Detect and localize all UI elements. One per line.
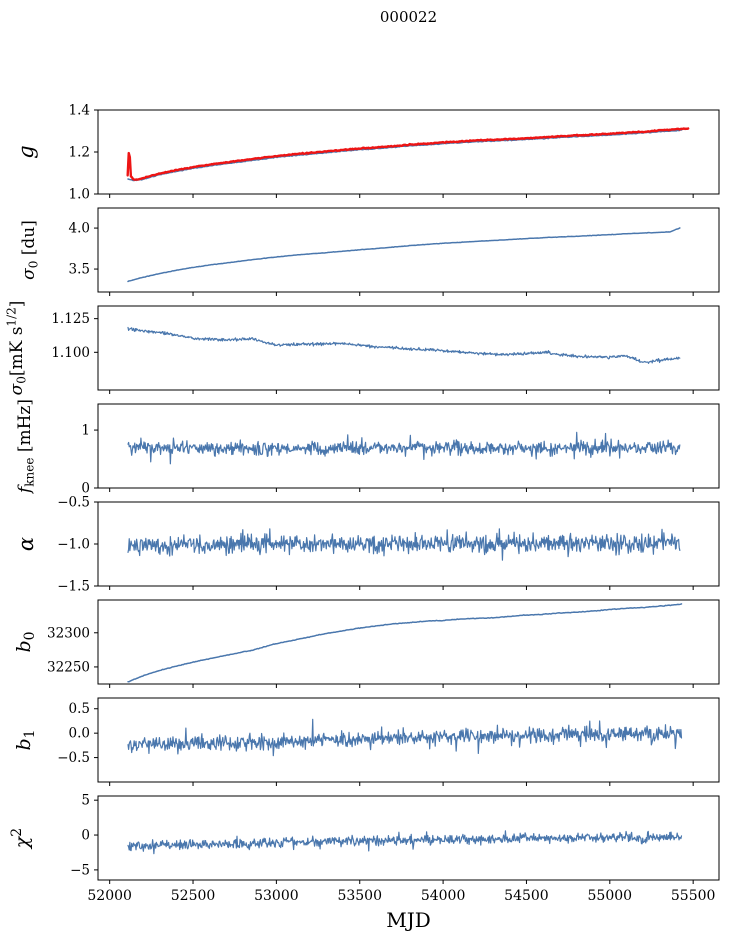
series-g-blue xyxy=(127,129,683,182)
panel-b0: 32250 32300 b0 xyxy=(13,599,720,688)
y-axis-label-fknee: fknee [mHz] xyxy=(15,399,37,495)
series-sigma0-mK-blue xyxy=(127,326,681,364)
axes-frame xyxy=(97,795,720,881)
panel-chi2: 5 0 −5 52000 52500 53000 53500 54000 54500 55000 5… xyxy=(9,793,720,904)
x-tick-label: 55500 xyxy=(671,888,716,904)
axes-frame xyxy=(97,697,720,783)
y-tick-label: −1.5 xyxy=(57,579,90,595)
y-tick-label: 0 xyxy=(81,828,90,844)
x-tick-label: 55000 xyxy=(588,888,633,904)
x-tick-label: 52500 xyxy=(171,888,216,904)
x-tick-label: 54500 xyxy=(504,888,549,904)
y-tick-label: 1 xyxy=(81,423,90,439)
y-tick-label: 3.5 xyxy=(69,262,90,278)
series-b1-blue xyxy=(127,718,683,757)
panel-sigma0-du: 3.5 4.0 σ0 [du] xyxy=(19,207,720,296)
axes-frame xyxy=(97,109,720,195)
y-axis-label-g: g xyxy=(14,145,38,158)
y-axis-label-sigma0-du: σ0 [du] xyxy=(19,220,41,280)
y-tick-label: 0 xyxy=(81,481,90,497)
figure-title: 000022 xyxy=(379,8,438,26)
y-tick-label: 32250 xyxy=(47,659,90,675)
x-tick-label: 53500 xyxy=(337,888,382,904)
y-tick-label: −0.5 xyxy=(57,750,90,766)
x-tick-label: 52000 xyxy=(87,888,132,904)
y-axis-label-sigma0-mK: σ0[mK s1/2] xyxy=(5,301,29,396)
axes-frame xyxy=(97,207,720,293)
panel-sigma0-mK: 1.100 1.125 σ0[mK s1/2] xyxy=(5,301,720,396)
y-tick-label: 1.100 xyxy=(51,345,90,361)
y-axis-label-chi2: χ2 xyxy=(9,828,33,850)
y-tick-label: 0.0 xyxy=(69,726,90,742)
panel-alpha: −0.5 −1.0 −1.5 α xyxy=(14,495,720,595)
y-axis-label-alpha: α xyxy=(14,537,38,551)
x-tick-label: 53000 xyxy=(254,888,299,904)
axes-frame xyxy=(97,403,720,489)
y-tick-label: −1.0 xyxy=(57,537,90,553)
series-fknee-blue xyxy=(127,431,681,465)
series-g-red xyxy=(126,127,690,181)
y-tick-label: 5 xyxy=(81,793,90,809)
y-tick-label: 1.4 xyxy=(69,103,90,119)
axes-frame xyxy=(97,305,720,391)
series-sigma0-du-blue xyxy=(127,227,681,283)
y-axis-label-b1: b1 xyxy=(13,729,38,750)
series-b0-blue xyxy=(127,603,683,683)
x-tick-label: 54000 xyxy=(421,888,466,904)
panel-fknee: 0 1 fknee [mHz] xyxy=(15,399,720,497)
y-tick-label: 1.2 xyxy=(69,145,90,161)
y-tick-label: −5 xyxy=(70,862,90,878)
y-axis-label-b0: b0 xyxy=(13,631,38,652)
y-tick-label: 0.5 xyxy=(69,701,90,717)
y-tick-label: 1.0 xyxy=(69,187,90,203)
series-chi2-blue xyxy=(127,830,683,855)
panel-g: 1.0 1.2 1.4 g xyxy=(14,103,720,203)
series-alpha-blue xyxy=(127,528,681,561)
y-tick-label: 4.0 xyxy=(69,221,90,237)
x-axis-label: MJD xyxy=(386,908,431,932)
axes-frame xyxy=(97,599,720,685)
panel-b1: 0.5 0.0 −0.5 b1 xyxy=(13,697,720,786)
y-tick-label: −0.5 xyxy=(57,495,90,511)
y-tick-label: 32300 xyxy=(47,625,90,641)
y-tick-label: 1.125 xyxy=(51,311,90,327)
